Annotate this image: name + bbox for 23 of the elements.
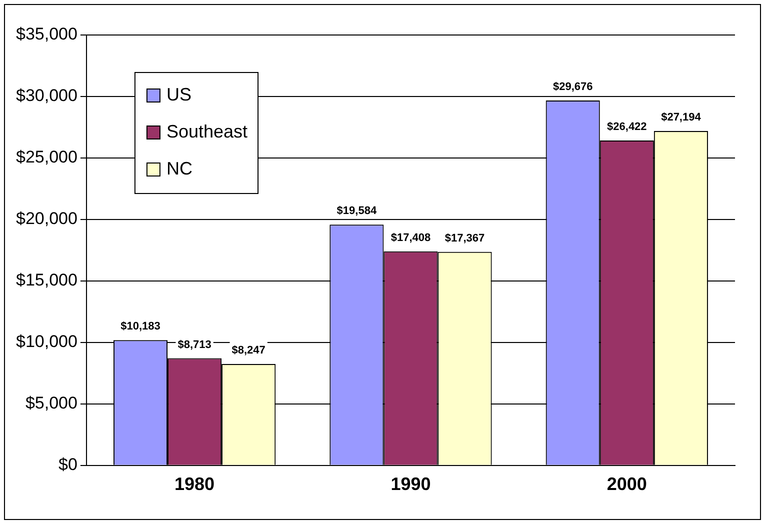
data-label: $17,408	[390, 232, 431, 244]
data-label: $27,194	[661, 112, 702, 124]
legend-label: NC	[166, 158, 192, 178]
y-tick-label: $10,000	[16, 332, 78, 352]
x-tick-label: 1990	[390, 474, 431, 494]
data-label: $26,422	[607, 121, 647, 134]
y-tick-label: $15,000	[16, 270, 78, 290]
y-tick-label: $0	[58, 455, 78, 474]
legend-label: Southeast	[166, 121, 248, 142]
y-tick-label: $5,000	[25, 394, 78, 413]
data-label: $19,584	[336, 205, 378, 218]
x-tick-label: 2000	[606, 474, 647, 494]
x-tick-label: 1980	[174, 474, 215, 494]
y-tick-label: $35,000	[16, 24, 78, 44]
y-tick-label: $25,000	[16, 148, 78, 167]
y-tick-label: $30,000	[16, 86, 78, 106]
y-tick-label: $20,000	[16, 209, 78, 228]
data-label: $29,676	[552, 81, 593, 93]
legend-label: US	[166, 84, 192, 104]
data-label: $17,367	[444, 232, 485, 244]
data-label: $8,247	[232, 344, 266, 357]
data-label: $10,183	[120, 320, 160, 333]
data-label: $8,713	[178, 338, 212, 351]
